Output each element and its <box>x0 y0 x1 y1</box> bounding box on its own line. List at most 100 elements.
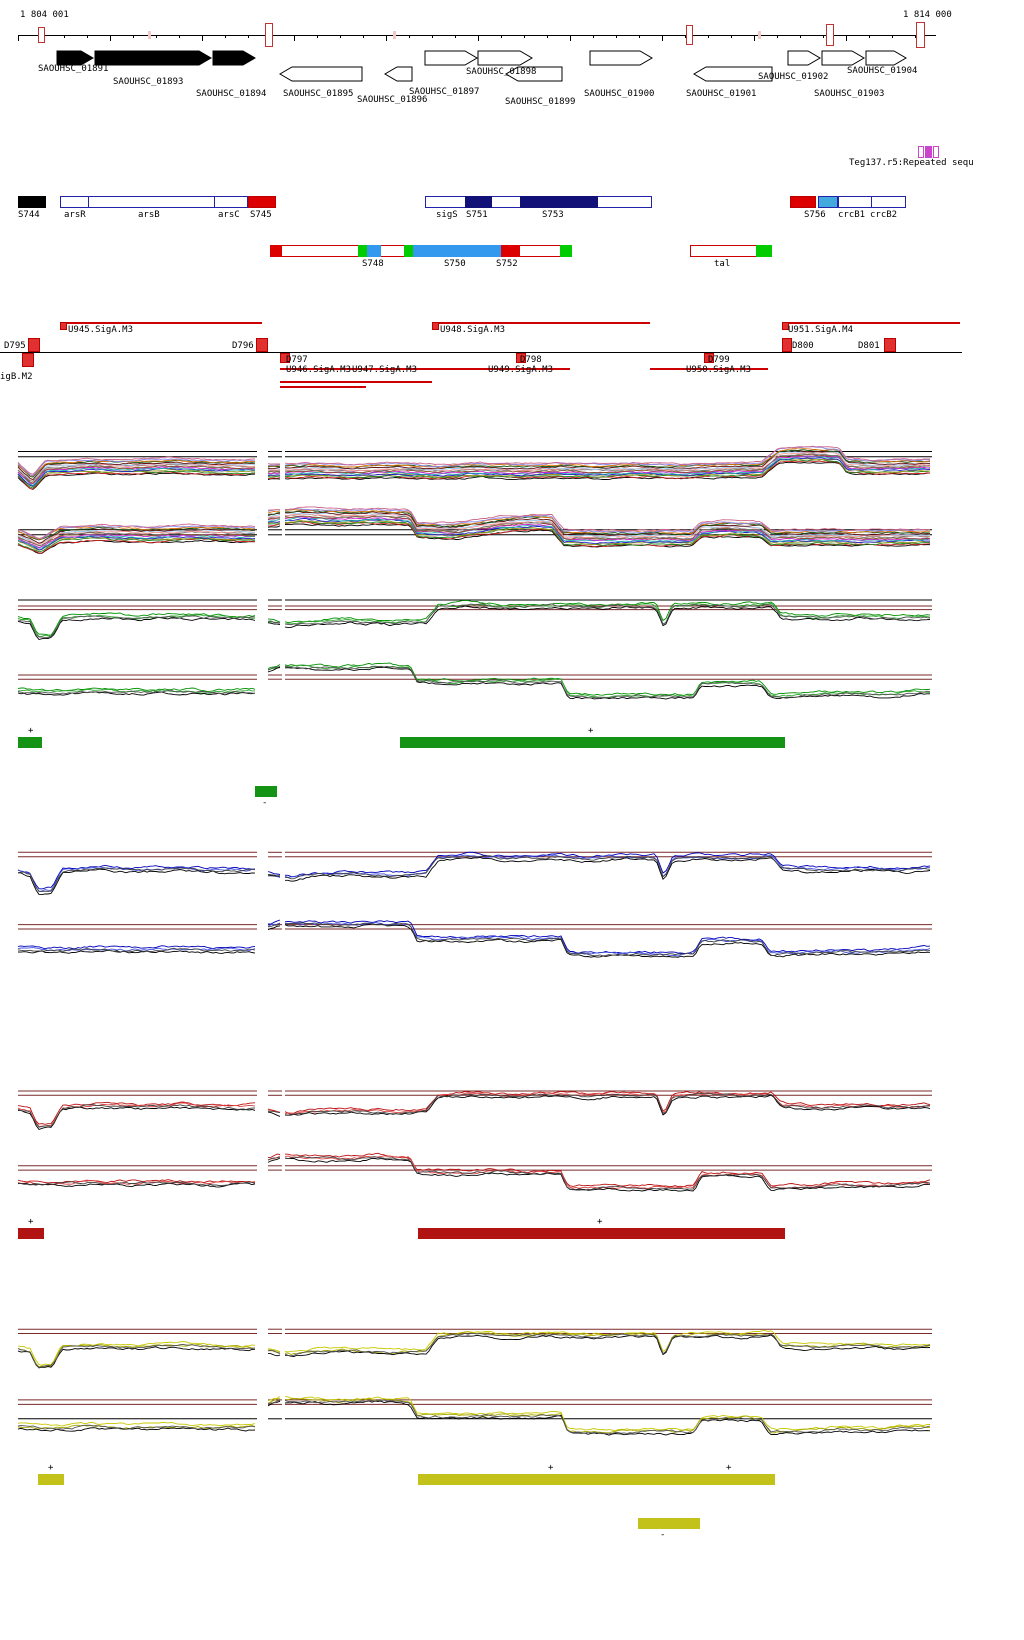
tu-line <box>432 322 650 324</box>
signal-series <box>284 666 930 700</box>
signal-series <box>284 1155 931 1190</box>
signal-series <box>284 445 930 466</box>
ruler-tick <box>662 35 663 41</box>
tu-line <box>782 322 960 324</box>
tu-line <box>280 386 366 388</box>
signal-series <box>284 923 931 958</box>
repeat-annotation-box <box>918 146 924 158</box>
feature-row1-label: sigS <box>436 210 458 220</box>
signal-series <box>17 466 256 485</box>
ruler-tick <box>156 35 157 38</box>
feature-row1-label: arsB <box>138 210 160 220</box>
feature-row1-label: crcB2 <box>870 210 898 220</box>
signal-series <box>17 949 256 954</box>
signal-series <box>267 874 280 877</box>
gene-arrow <box>56 50 94 66</box>
tu-terminator-box <box>704 353 714 363</box>
ruler-tick <box>547 35 548 38</box>
tu-label: U945.SigA.M3 <box>68 325 134 335</box>
ruler-tick <box>754 35 755 41</box>
signal-series <box>267 523 281 525</box>
signal-series <box>284 1090 931 1114</box>
ruler-line <box>18 35 936 36</box>
signal-series <box>267 622 281 625</box>
ruler-tick <box>708 35 709 38</box>
signal-series <box>267 1153 281 1159</box>
signal-series <box>284 1400 931 1436</box>
signal-series <box>17 1104 256 1128</box>
signal-series <box>267 472 281 475</box>
gene-label: SAOUHSC_01903 <box>814 89 885 99</box>
tu-label: U950.SigA.M3 <box>686 365 752 375</box>
gene-label: SAOUHSC_01895 <box>283 89 354 99</box>
tu-terminator-box <box>884 338 896 352</box>
signal-series <box>17 1341 256 1366</box>
tu-line <box>280 381 432 383</box>
signal-series <box>267 1350 281 1355</box>
signal-series <box>17 1343 256 1368</box>
tu-terminator-box <box>782 338 792 352</box>
signal-series <box>17 947 256 953</box>
feature-row2-label: tal <box>714 259 731 269</box>
signal-series <box>284 1333 931 1357</box>
signal-series <box>17 1424 256 1430</box>
signal-series <box>284 521 931 548</box>
signal-series <box>18 1106 256 1131</box>
signal-series <box>17 459 256 478</box>
signal-series <box>17 1346 256 1369</box>
ruler-tick <box>455 35 456 38</box>
signal-series <box>17 867 256 893</box>
signal-series <box>17 615 256 639</box>
signal-series <box>17 459 256 477</box>
signal-series <box>267 510 281 514</box>
feature-row2-segment <box>358 245 367 257</box>
feature-row1-box <box>60 196 248 208</box>
ruler-tick <box>616 35 617 38</box>
expression-bar-red-plus <box>418 1228 785 1239</box>
ruler-repeat-mark-faint <box>148 31 151 39</box>
signal-series <box>17 616 256 641</box>
signal-series <box>17 1421 256 1427</box>
feature-row1-divider <box>88 196 89 208</box>
signal-series <box>267 1110 281 1113</box>
signal-series <box>284 457 931 477</box>
feature-row2-segment <box>756 245 772 257</box>
signal-series <box>267 464 281 467</box>
gene-label: SAOUHSC_01897 <box>409 87 480 97</box>
signal-series <box>17 1181 256 1186</box>
ruler-tick <box>225 35 226 38</box>
signal-series <box>17 868 256 896</box>
gene-arrow <box>787 50 821 66</box>
ruler-tick <box>179 35 180 38</box>
signal-series <box>17 469 256 488</box>
signal-series <box>267 667 281 673</box>
signal-series <box>284 513 931 538</box>
gene-label: SAOUHSC_01900 <box>584 89 655 99</box>
ruler-tick <box>593 35 594 38</box>
signal-series <box>17 471 256 490</box>
ruler-repeat-mark <box>916 22 925 48</box>
tu-terminator-box <box>22 353 34 367</box>
signal-series <box>284 599 931 624</box>
signal-series <box>267 665 281 671</box>
strand-marker: + <box>28 1217 34 1227</box>
ruler-repeat-mark-faint <box>758 31 761 39</box>
signal-series <box>17 688 255 694</box>
tu-label: igB.M2 <box>0 372 33 382</box>
strand-marker: + <box>28 726 34 736</box>
ruler-tick <box>892 35 893 38</box>
signal-series <box>267 1399 281 1405</box>
tu-terminator-box <box>28 338 40 352</box>
ruler-tick <box>639 35 640 38</box>
feature-row2-segment <box>367 245 381 257</box>
ruler-end-label: 1 814 000 <box>903 10 952 20</box>
gene-arrow <box>477 50 533 66</box>
strand-marker: + <box>548 1463 554 1473</box>
signal-series <box>267 516 281 519</box>
ruler-tick <box>18 35 19 41</box>
gene-label: SAOUHSC_01891 <box>38 64 109 74</box>
tu-terminator-box <box>60 322 67 330</box>
repeat-annotation-box <box>925 146 932 158</box>
tu-label: D800 <box>792 341 814 351</box>
ruler-tick <box>248 35 249 38</box>
